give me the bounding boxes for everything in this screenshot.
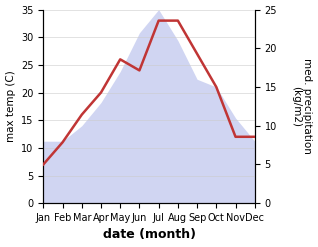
Y-axis label: med. precipitation
(kg/m2): med. precipitation (kg/m2) — [291, 59, 313, 154]
X-axis label: date (month): date (month) — [102, 228, 196, 242]
Y-axis label: max temp (C): max temp (C) — [5, 70, 16, 142]
